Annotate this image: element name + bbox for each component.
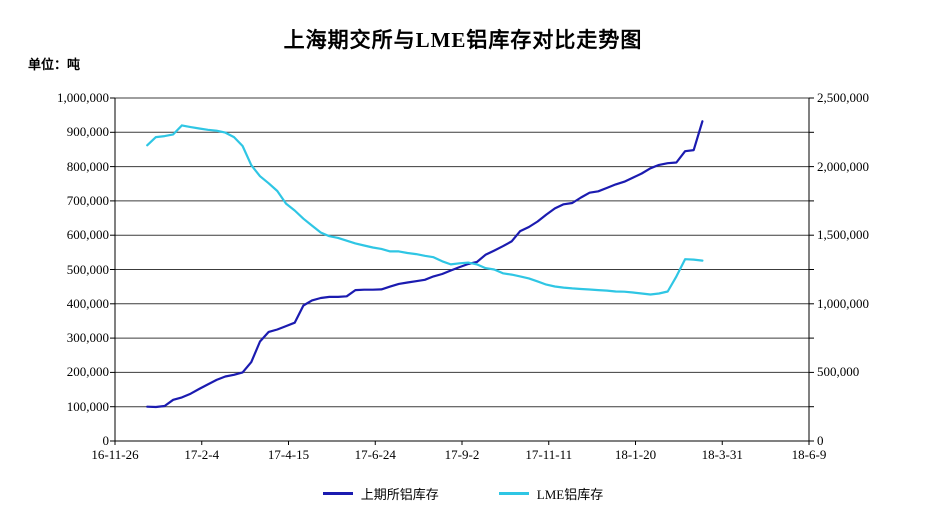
unit-label: 单位：吨 [28,57,81,72]
legend-label-shfe: 上期所铝库存 [360,487,439,502]
legend: 上期所铝库存 LME铝库存 [0,484,926,503]
legend-line-shfe-icon [322,492,353,495]
legend-item-lme: LME铝库存 [498,484,604,503]
legend-label-lme: LME铝库存 [536,487,604,502]
series-line-lme [146,124,704,296]
chart-title: 上海期交所与LME铝库存对比走势图 [283,28,643,52]
legend-item-shfe: 上期所铝库存 [322,484,439,503]
series-line-shfe [146,120,704,409]
legend-line-lme-icon [498,492,529,495]
